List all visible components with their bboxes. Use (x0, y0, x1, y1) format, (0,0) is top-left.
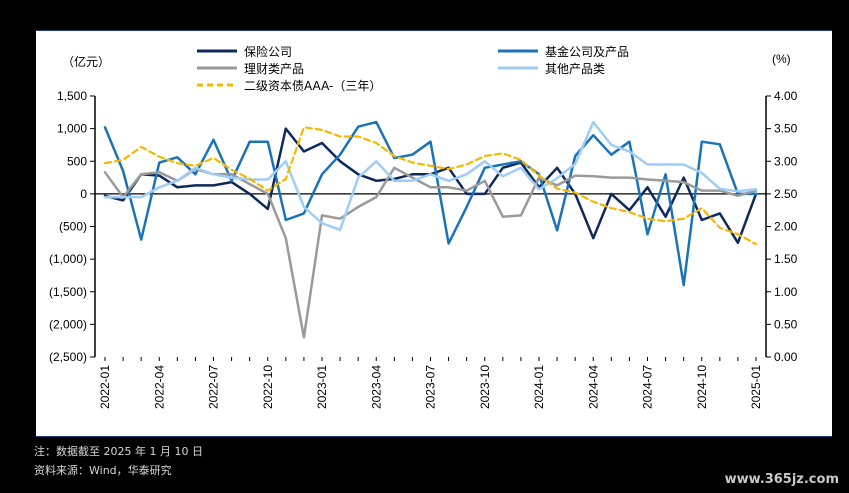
left-tick-label: (1,500) (49, 285, 87, 299)
legend-label: 保险公司 (244, 44, 292, 59)
x-tick-label: 2024-01 (532, 365, 546, 409)
right-tick-label: 2.00 (774, 220, 798, 234)
legend-label: 理财类产品 (244, 62, 304, 76)
left-tick-label: (2,500) (49, 350, 87, 364)
x-tick-label: 2023-07 (424, 365, 438, 409)
left-tick-label: (500) (59, 220, 87, 234)
left-axis-unit: （亿元） (62, 54, 110, 69)
legend-label: 其他产品类 (545, 62, 605, 76)
left-tick-label: 0 (80, 187, 87, 201)
right-axis-unit: (%) (772, 52, 791, 66)
left-tick-label: (2,000) (49, 317, 87, 331)
right-tick-label: 0.50 (774, 317, 798, 331)
note-source: 资料来源：Wind，华泰研究 (34, 464, 172, 477)
series-line (103, 120, 758, 287)
right-tick-label: 3.00 (774, 154, 798, 168)
right-tick-label: 4.00 (774, 89, 798, 103)
right-tick-label: 1.50 (774, 252, 798, 266)
x-tick-label: 2024-07 (641, 365, 655, 409)
left-tick-label: 500 (67, 154, 87, 168)
chart-panel (36, 31, 832, 436)
x-tick-label: 2023-10 (478, 365, 492, 409)
legend-label: 基金公司及产品 (545, 44, 629, 59)
x-tick-label: 2022-07 (207, 365, 221, 409)
x-tick-label: 2024-10 (695, 365, 709, 409)
x-tick-label: 2025-01 (749, 365, 763, 409)
right-tick-label: 1.00 (774, 285, 798, 299)
watermark: www.365jz.com (724, 472, 839, 487)
x-tick-label: 2022-04 (152, 365, 166, 409)
note-date: 注：数据截至 2025 年 1 月 10 日 (34, 445, 203, 458)
right-tick-label: 2.50 (774, 187, 798, 201)
x-tick-label: 2024-04 (586, 365, 600, 409)
series-line (103, 166, 758, 339)
right-tick-label: 0.00 (774, 350, 798, 364)
x-tick-label: 2022-01 (98, 365, 112, 409)
x-tick-label: 2022-10 (261, 365, 275, 409)
series-line (103, 120, 758, 232)
x-tick-label: 2023-01 (315, 365, 329, 409)
left-tick-label: 1,500 (57, 89, 87, 103)
left-tick-label: 1,000 (57, 122, 87, 136)
left-tick-label: (1,000) (49, 252, 87, 266)
legend-label: 二级资本债AAA-（三年） (244, 79, 381, 93)
x-tick-label: 2023-04 (369, 365, 383, 409)
bottom-rule (36, 436, 832, 437)
right-tick-label: 3.50 (774, 122, 798, 136)
series-line (103, 126, 758, 246)
